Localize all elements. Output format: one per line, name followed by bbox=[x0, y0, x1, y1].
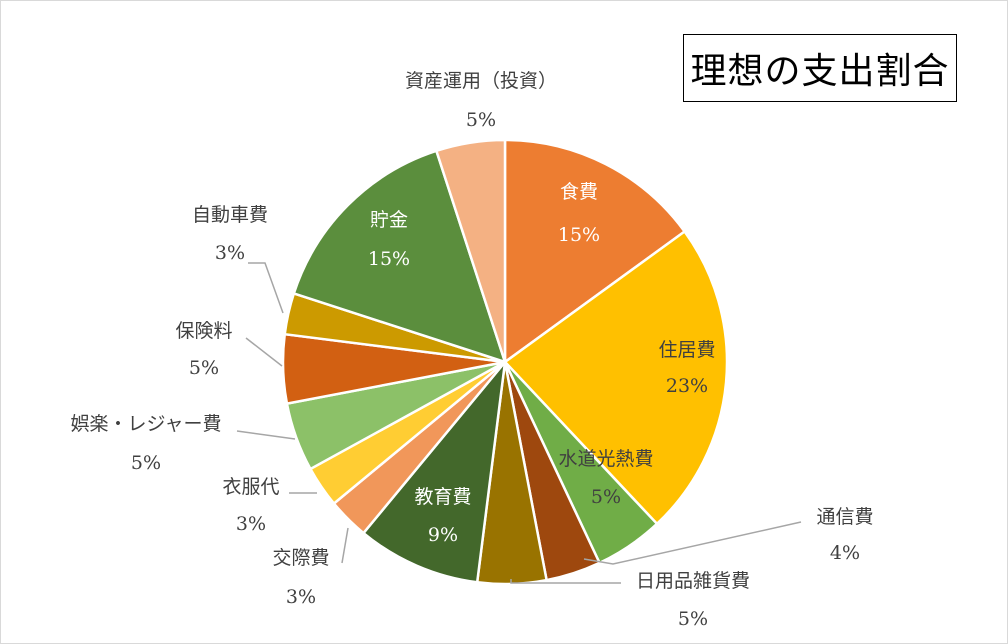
leader-line-9 bbox=[245, 337, 283, 367]
slice-name-label-11: 貯金 bbox=[370, 209, 408, 231]
pie-slice-1 bbox=[503, 230, 729, 526]
leader-lines bbox=[236, 262, 802, 584]
slice-percent-label-4: 5% bbox=[678, 608, 708, 630]
pie-slice-5 bbox=[362, 360, 507, 584]
slice-name-label-2: 水道光熱費 bbox=[558, 448, 653, 470]
slice-percent-label-9: 5% bbox=[189, 357, 219, 379]
slice-name-label-12: 資産運用（投資） bbox=[405, 70, 557, 92]
slice-name-label-9: 保険料 bbox=[175, 320, 232, 342]
slice-percent-label-8: 5% bbox=[131, 452, 161, 474]
slice-percent-label-2: 5% bbox=[591, 486, 621, 508]
slice-percent-label-0: 15% bbox=[558, 224, 600, 246]
slice-percent-label-1: 23% bbox=[666, 375, 708, 397]
chart-title: 理想の支出割合 bbox=[683, 34, 957, 102]
leader-line-3 bbox=[583, 521, 802, 565]
pie-slice-11 bbox=[292, 149, 507, 364]
slice-name-label-7: 衣服代 bbox=[222, 476, 279, 498]
data-labels: 食費 15% 住居費 23% 水道光熱費 5% 通信費 4% 日用品雑貨費 5% 教育費 9% 交際費 3… bbox=[70, 70, 873, 630]
slice-percent-label-12: 5% bbox=[466, 109, 496, 131]
slice-percent-label-11: 15% bbox=[368, 248, 410, 270]
pie-slice-0 bbox=[503, 138, 686, 364]
slice-name-label-0: 食費 bbox=[560, 181, 598, 203]
pie-slice-12 bbox=[435, 138, 507, 364]
leader-line-10 bbox=[248, 262, 284, 314]
leader-line-8 bbox=[236, 430, 296, 440]
slice-percent-label-6: 3% bbox=[286, 586, 316, 608]
slice-name-label-8: 娯楽・レジャー費 bbox=[70, 413, 221, 435]
slice-percent-label-5: 9% bbox=[428, 524, 458, 546]
slice-name-label-5: 教育費 bbox=[414, 486, 471, 508]
slice-percent-label-3: 4% bbox=[830, 542, 860, 564]
slice-percent-label-10: 3% bbox=[215, 242, 245, 264]
slice-name-label-3: 通信費 bbox=[816, 506, 873, 528]
slice-name-label-6: 交際費 bbox=[272, 547, 329, 569]
slices-layer bbox=[281, 138, 729, 586]
leader-line-4 bbox=[510, 579, 621, 584]
slice-name-label-4: 日用品雑貨費 bbox=[636, 570, 750, 592]
slice-percent-label-7: 3% bbox=[236, 513, 266, 535]
slice-name-label-1: 住居費 bbox=[658, 339, 715, 361]
leader-line-6 bbox=[341, 527, 349, 564]
slice-name-label-10: 自動車費 bbox=[192, 204, 268, 226]
